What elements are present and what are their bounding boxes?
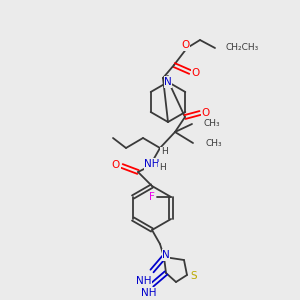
Text: O: O <box>181 40 189 50</box>
Text: CH₂CH₃: CH₂CH₃ <box>225 44 258 52</box>
Text: NH: NH <box>136 276 152 286</box>
Text: O: O <box>202 108 210 118</box>
Text: S: S <box>191 271 197 281</box>
Text: NH: NH <box>141 288 157 298</box>
Text: NH: NH <box>144 159 160 169</box>
Text: N: N <box>164 77 172 87</box>
Text: CH₃: CH₃ <box>205 139 222 148</box>
Text: CH₃: CH₃ <box>204 118 220 127</box>
Text: F: F <box>149 192 155 202</box>
Text: N: N <box>162 250 170 260</box>
Text: H: H <box>159 163 165 172</box>
Text: O: O <box>192 68 200 78</box>
Text: H: H <box>160 148 167 157</box>
Text: O: O <box>112 160 120 170</box>
